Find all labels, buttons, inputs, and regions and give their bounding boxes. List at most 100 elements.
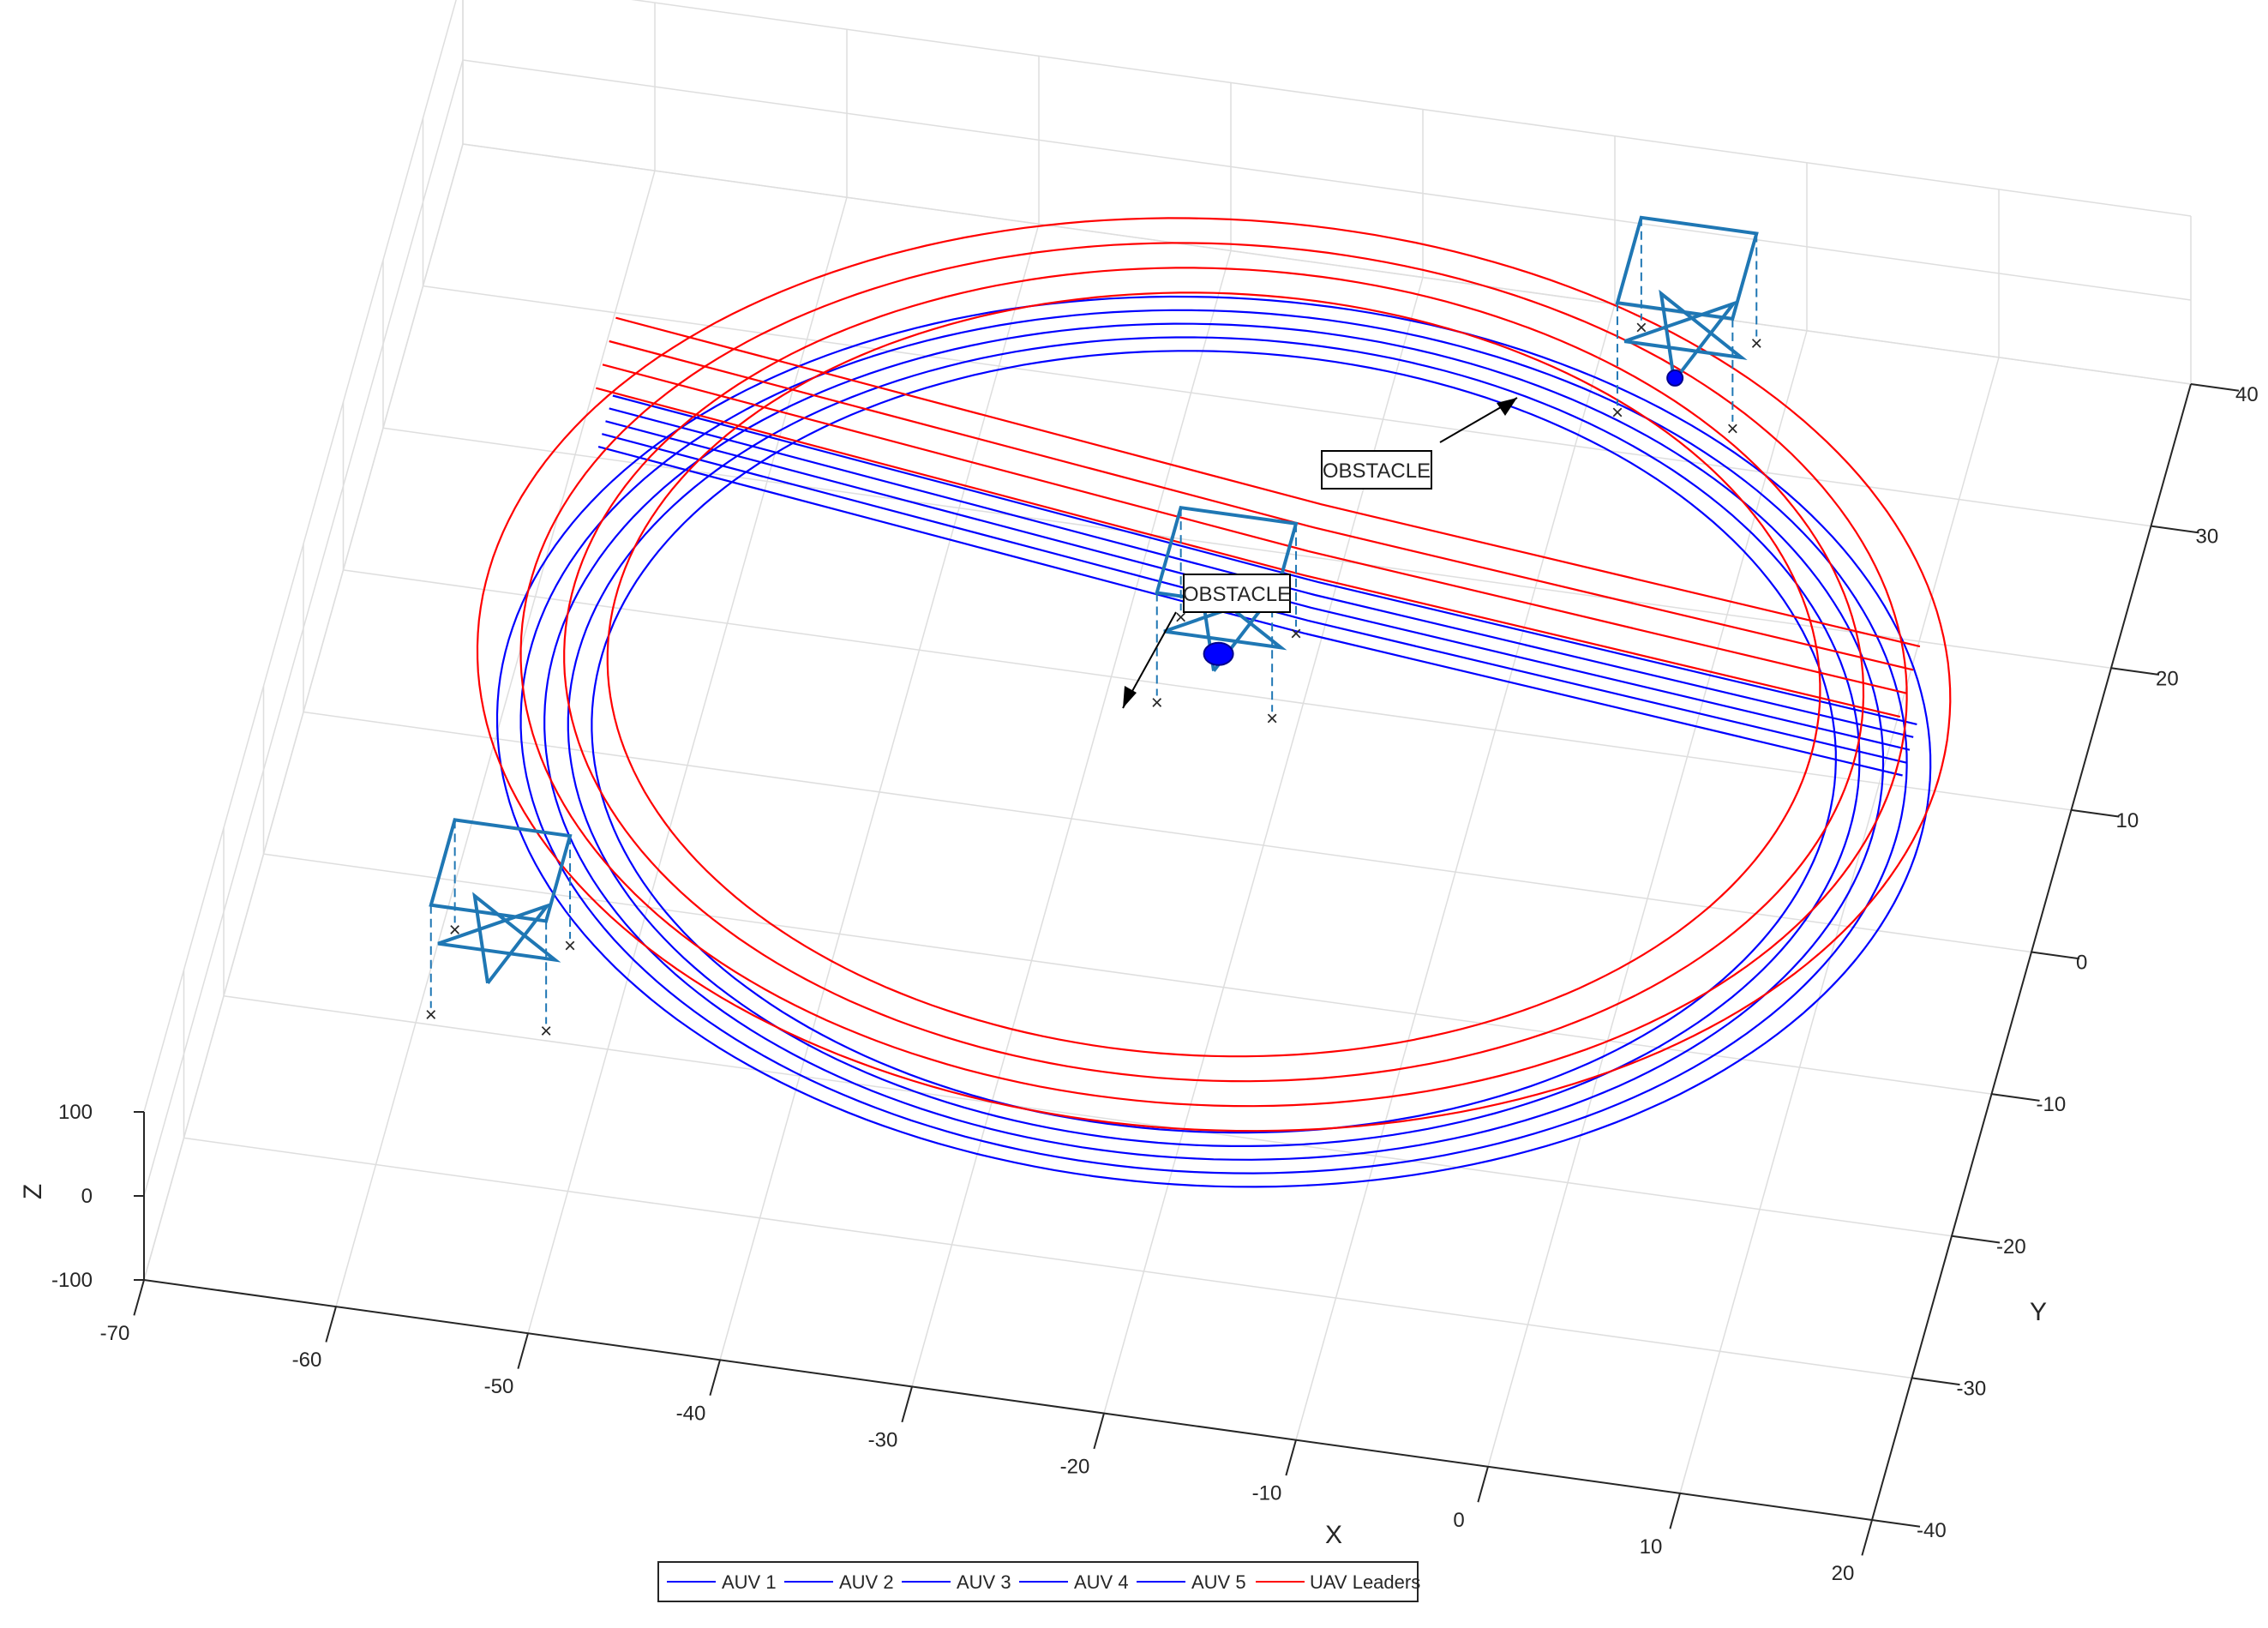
z-axis-label: Z [19,1184,47,1199]
trajectory-crossing [597,446,1903,777]
obstacle-marker [1203,641,1234,666]
formation-group: × × × × [425,818,576,1042]
floor-grid-line [423,285,2151,527]
trajectory-crossing [609,407,1914,738]
x-tick-mark [1861,1519,1873,1556]
x-tick-label: 20 [1832,1562,1855,1585]
y-tick-label: 20 [2156,667,2179,690]
follower-star [1623,289,1748,382]
legend-entry: AUV 1 [667,1571,777,1593]
legend-entry: UAV Leaders [1256,1571,1420,1593]
y-tick-label: -20 [1996,1235,2026,1259]
wall-grid-line [462,59,2192,301]
trajectory-auv-2 [567,336,1907,1147]
obstacle-marker [1666,369,1684,387]
x-tick-mark [1285,1439,1297,1476]
trajectory-loop [567,336,1861,1147]
z-tick-label: -100 [51,1269,93,1292]
x-tick-mark [133,1279,145,1316]
legend-label: AUV 1 [722,1571,777,1593]
floor-grid-line [303,711,2032,953]
trajectories [476,217,1952,1188]
floor-grid-line [343,569,2072,811]
x-tick-label: -70 [100,1322,130,1345]
tick-labels: -70-60-50-40-30-20-1001020-40-30-20-1001… [51,383,2259,1585]
floor-grid-line [183,1137,1912,1379]
wall-grid-line [143,143,464,1281]
trajectory-auv-1 [591,350,1903,1134]
obstacle-annotation-2: OBSTACLE [1122,574,1291,709]
follower-star [437,892,561,985]
y-axis-label: Y [2030,1298,2047,1326]
follower-marker: × [1635,316,1647,339]
trajectory-crossing [609,339,1914,671]
axes [133,383,2240,1556]
annotation-text: OBSTACLE [1183,583,1291,606]
y-tick-label: 40 [2235,383,2259,406]
x-tick-label: -10 [1252,1482,1282,1505]
y-tick-label: -40 [1917,1519,1947,1542]
x-tick-mark [1669,1493,1681,1529]
wall-grid-line [462,143,2192,385]
y-tick-mark [1911,1377,1960,1386]
obstacles [1203,369,1684,666]
trajectory-loop [495,295,1932,1188]
x-tick-label: -50 [484,1375,514,1398]
y-tick-label: -30 [1957,1377,1987,1400]
y-tick-mark [1951,1235,2001,1244]
y-tick-label: 30 [2196,526,2219,549]
follower-marker: × [449,918,461,941]
x-tick-label: -40 [676,1402,706,1425]
y-tick-mark [2110,667,2160,676]
follower-marker: × [1611,401,1623,424]
follower-marker: × [425,1004,437,1027]
arrow-head [1123,686,1137,708]
floor-grid-line [382,427,2112,669]
wall-grid-line [631,0,2192,217]
trajectory-loop [476,217,1952,1132]
follower-marker: × [1750,332,1762,355]
wall-grid-line [143,0,457,1113]
legend-label: AUV 3 [957,1571,1011,1593]
obstacle-annotation-1: OBSTACLE [1321,397,1518,490]
follower-marker: × [1151,692,1163,715]
annotation-text: OBSTACLE [1323,460,1431,483]
annotation-box [1321,450,1432,490]
grid-lines [143,0,2192,1521]
y-tick-mark [2031,951,2080,960]
trajectory-loop [519,309,1908,1174]
legend-entry: AUV 2 [784,1571,894,1593]
leader-square [429,818,573,923]
y-tick-mark [2190,383,2240,392]
x-tick-label: -30 [868,1428,898,1451]
y-tick-label: 0 [2076,952,2087,975]
legend-label: AUV 5 [1191,1571,1246,1593]
trajectory-loop [563,267,1865,1083]
legend-entry: AUV 3 [902,1571,1011,1593]
arrow-head [1497,398,1517,416]
trajectory-crossing [602,363,1907,694]
y-tick-mark [1991,1093,2040,1102]
trajectory-loop [519,242,1908,1108]
y-tick-mark [2151,525,2199,534]
annotation-box [1183,574,1291,613]
x-tick-mark [517,1332,529,1369]
formation-group: × × × × [1611,215,1762,441]
z-tick-label: 0 [81,1185,93,1208]
trajectory-uav-leaders [476,217,1952,1132]
y-tick-label: -10 [2037,1093,2067,1116]
y-tick-label: 10 [2116,809,2139,832]
trajectory-crossing [612,394,1917,725]
trajectory-loop [606,291,1821,1058]
legend-label: AUV 4 [1074,1571,1129,1593]
trajectory-crossing [605,420,1911,751]
trajectory-loop [591,350,1837,1134]
x-tick-label: -20 [1060,1456,1090,1479]
trajectory-auv-3 [543,322,1911,1161]
y-tick-mark [1871,1519,1921,1528]
x-tick-mark [709,1360,721,1397]
x-tick-mark [325,1306,337,1343]
x-tick-mark [1093,1413,1105,1450]
floor-grid-line [223,995,1953,1237]
